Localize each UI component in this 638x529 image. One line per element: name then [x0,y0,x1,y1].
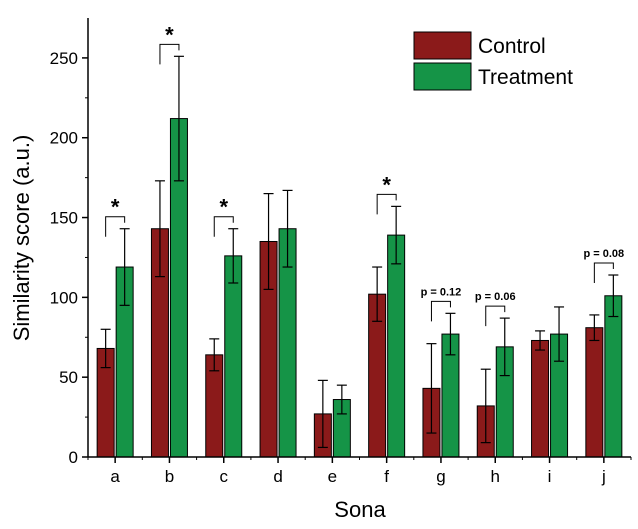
x-axis-title: Sona [334,497,386,522]
y-tick-label: 50 [59,368,78,387]
y-tick-label: 250 [50,49,78,68]
y-tick-label: 0 [69,448,78,467]
x-tick-label: b [165,467,174,486]
significance-label: * [382,172,391,197]
x-tick-label: f [384,467,389,486]
x-tick-label: c [220,467,229,486]
x-tick-label: a [110,467,120,486]
significance-label: * [219,195,228,220]
bar-treatment [224,255,243,458]
significance-label: p = 0.08 [584,248,625,260]
y-tick-label: 150 [50,209,78,228]
legend-swatch-treatment [413,62,472,91]
legend-label-control: Control [478,35,546,58]
x-tick-label: d [273,467,282,486]
x-tick-label: e [328,467,337,486]
plot-area: * * * * p = 0.12 p = 0.06 p = 0.08 [96,22,625,458]
x-axis: a b c d e f g h i j [87,456,632,486]
significance-label: p = 0.12 [421,286,462,298]
significance-bracket [376,193,397,215]
x-tick-label: g [436,467,445,486]
y-tick-label: 100 [50,288,78,307]
significance-bracket [105,216,126,237]
x-tick-label: i [548,467,552,486]
significance-bracket [213,216,234,237]
significance-label: p = 0.06 [475,291,516,303]
significance-bracket [159,43,180,65]
significance-bracket [430,300,451,322]
y-axis: 0 50 100 150 200 250 [50,18,89,467]
significance-bracket [593,262,614,284]
legend-swatch-control [413,31,472,60]
significance-label: * [165,22,174,47]
bar-control [585,327,604,458]
significance-label: * [111,195,120,220]
y-axis-title: Similarity score (a.u.) [9,135,34,342]
legend: Control Treatment [413,31,573,91]
bar-treatment [387,234,406,458]
y-tick-label: 200 [50,129,78,148]
significance-bracket [485,305,506,327]
x-tick-label: h [491,467,500,486]
bar-control [531,339,550,458]
bar-treatment [604,295,623,458]
legend-label-treatment: Treatment [478,66,573,89]
x-tick-label: j [601,467,606,486]
